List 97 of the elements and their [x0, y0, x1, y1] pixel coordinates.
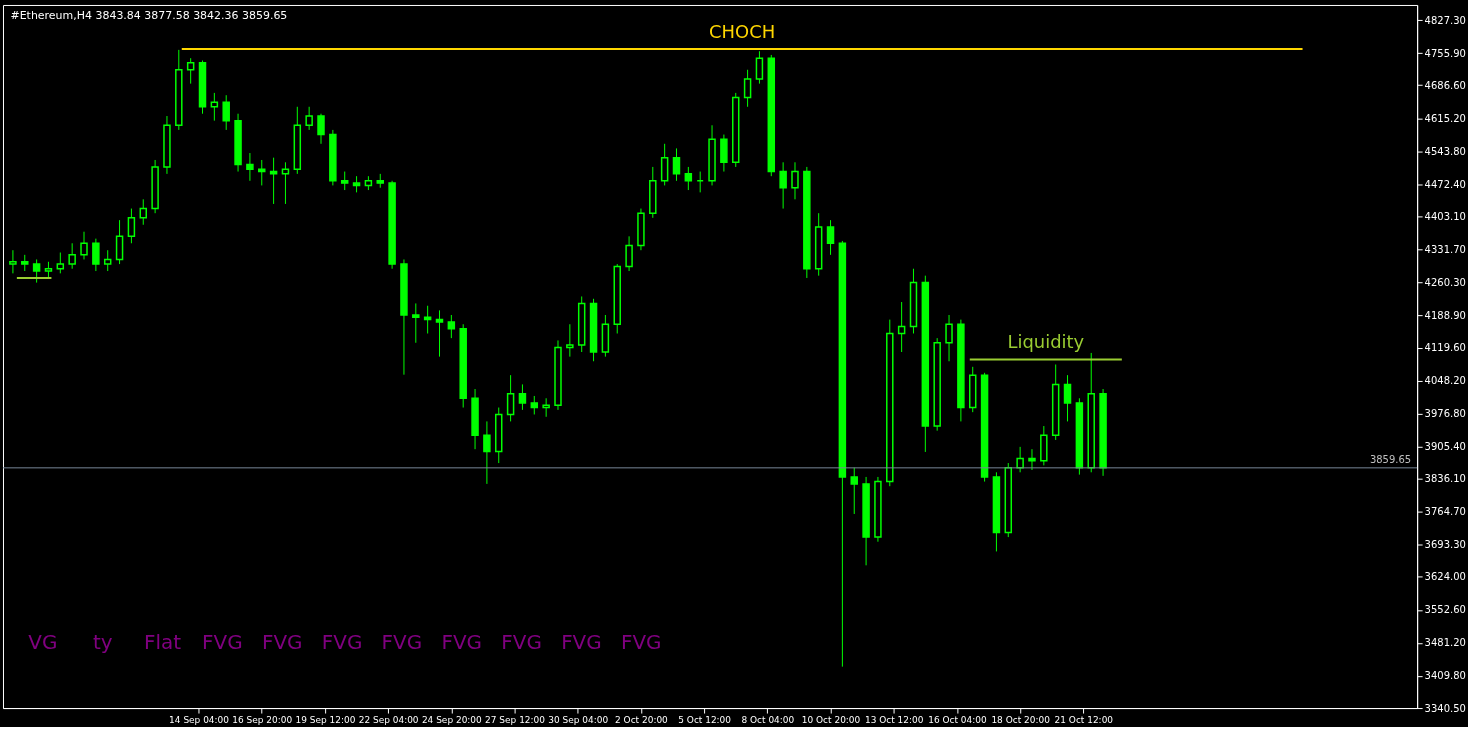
y-tick-label: 4686.60	[1424, 79, 1466, 91]
candlestick	[305, 106, 313, 131]
candlestick	[945, 314, 953, 362]
y-tick-label: 3764.70	[1424, 506, 1466, 518]
candlestick	[412, 302, 420, 344]
candlestick	[530, 395, 539, 415]
candlestick	[897, 301, 906, 353]
candlestick	[684, 166, 693, 191]
x-tick-label: 10 Oct 20:00	[801, 714, 861, 725]
y-tick-label: 4615.20	[1424, 112, 1466, 124]
candlestick	[269, 157, 278, 205]
ref-line-label: 3859.65	[1369, 453, 1412, 465]
x-tick-label: 18 Oct 20:00	[991, 714, 1051, 725]
y-tick-label: 3976.80	[1424, 408, 1466, 420]
candlestick	[483, 420, 491, 485]
candlestick	[186, 57, 195, 85]
candlestick	[779, 161, 787, 210]
x-tick-label: 8 Oct 04:00	[741, 714, 795, 725]
candlestick	[281, 161, 290, 205]
annotation: FVG	[441, 630, 483, 655]
candlestick	[139, 198, 147, 226]
candlestick	[826, 219, 835, 256]
candlestick	[506, 374, 515, 422]
x-tick-label: 21 Oct 12:00	[1054, 714, 1114, 725]
y-tick-label: 3624.00	[1424, 571, 1466, 583]
y-tick-label: 4048.20	[1424, 375, 1466, 387]
candlestick	[435, 309, 444, 358]
y-tick-label: 4260.30	[1424, 276, 1466, 288]
candlestick	[127, 208, 136, 244]
candlestick	[850, 467, 858, 515]
annotation: VG	[28, 630, 58, 655]
y-tick-label: 3409.80	[1424, 670, 1466, 682]
candlestick	[447, 314, 456, 339]
x-tick-label: 24 Sep 20:00	[421, 714, 483, 725]
candlestick	[246, 152, 254, 182]
y-tick-label: 3340.50	[1424, 702, 1466, 714]
candlestick	[9, 249, 17, 274]
candlestick	[755, 50, 764, 85]
y-tick-label: 4119.60	[1424, 342, 1466, 354]
candlestick	[80, 231, 88, 260]
x-tick-label: 22 Sep 04:00	[358, 714, 419, 725]
chart-title: #Ethereum,H4 3843.84 3877.58 3842.36 3859.65	[10, 8, 288, 22]
y-tick-label: 4403.10	[1424, 210, 1466, 222]
y-tick-label: 4331.70	[1424, 243, 1466, 255]
candlestick	[1063, 374, 1072, 422]
series-label: CHOCH	[709, 20, 776, 42]
candlestick	[672, 147, 681, 182]
annotation: FVG	[501, 630, 542, 655]
y-tick-label: 3693.30	[1424, 539, 1466, 551]
candlestick	[258, 159, 266, 186]
series-label: Liquidity	[1007, 331, 1085, 353]
candlestick	[317, 113, 325, 145]
y-tick-label: 4543.80	[1424, 145, 1466, 157]
y-tick-label: 4472.40	[1424, 178, 1466, 190]
candlestick	[56, 252, 65, 274]
annotation: FVG	[561, 630, 602, 655]
x-tick-label: 19 Sep 12:00	[295, 714, 356, 725]
y-tick-label: 4827.30	[1424, 14, 1466, 26]
candlestick	[115, 219, 124, 265]
x-tick-label: 5 Oct 12:00	[678, 714, 732, 725]
candlestick	[566, 323, 574, 358]
candlestick	[210, 92, 219, 122]
annotation: FVG	[620, 630, 662, 655]
candlestick	[92, 238, 100, 272]
y-tick-label: 3481.20	[1424, 637, 1466, 649]
y-tick-label: 3836.10	[1424, 473, 1466, 485]
annotation: FVG	[202, 630, 243, 655]
annotation: FVG	[381, 630, 423, 655]
candlestick	[103, 249, 112, 272]
x-tick-label: 27 Sep 12:00	[485, 714, 546, 725]
candlestick	[743, 69, 752, 108]
candlestick	[222, 94, 230, 131]
candlestick	[720, 134, 728, 173]
x-tick-label: 16 Sep 20:00	[232, 714, 293, 725]
candlestick	[32, 258, 41, 284]
candlestick	[1028, 448, 1036, 471]
y-tick-label: 4755.90	[1424, 47, 1466, 59]
annotation: ty	[92, 630, 113, 655]
candlestick	[340, 171, 349, 191]
x-tick-label: 13 Oct 12:00	[865, 714, 924, 725]
candlestick	[660, 143, 669, 186]
candlestick	[791, 161, 799, 200]
candlestick	[518, 383, 527, 411]
annotation: FVG	[321, 630, 363, 655]
candlestick	[68, 242, 76, 270]
candlestick	[1016, 446, 1024, 473]
candlestick	[542, 397, 550, 418]
y-tick-label: 3552.60	[1424, 604, 1466, 616]
x-tick-label: 2 Oct 20:00	[615, 714, 669, 725]
y-tick-label: 4188.90	[1424, 309, 1466, 321]
candlestick	[625, 235, 633, 272]
x-tick-label: 16 Oct 04:00	[928, 714, 987, 725]
x-tick-label: 30 Sep 04:00	[548, 714, 609, 725]
y-tick-label: 3905.40	[1424, 441, 1466, 453]
annotation: FVG	[261, 630, 303, 655]
x-tick-label: 14 Sep 04:00	[169, 714, 230, 725]
annotation: Flat	[144, 630, 182, 655]
